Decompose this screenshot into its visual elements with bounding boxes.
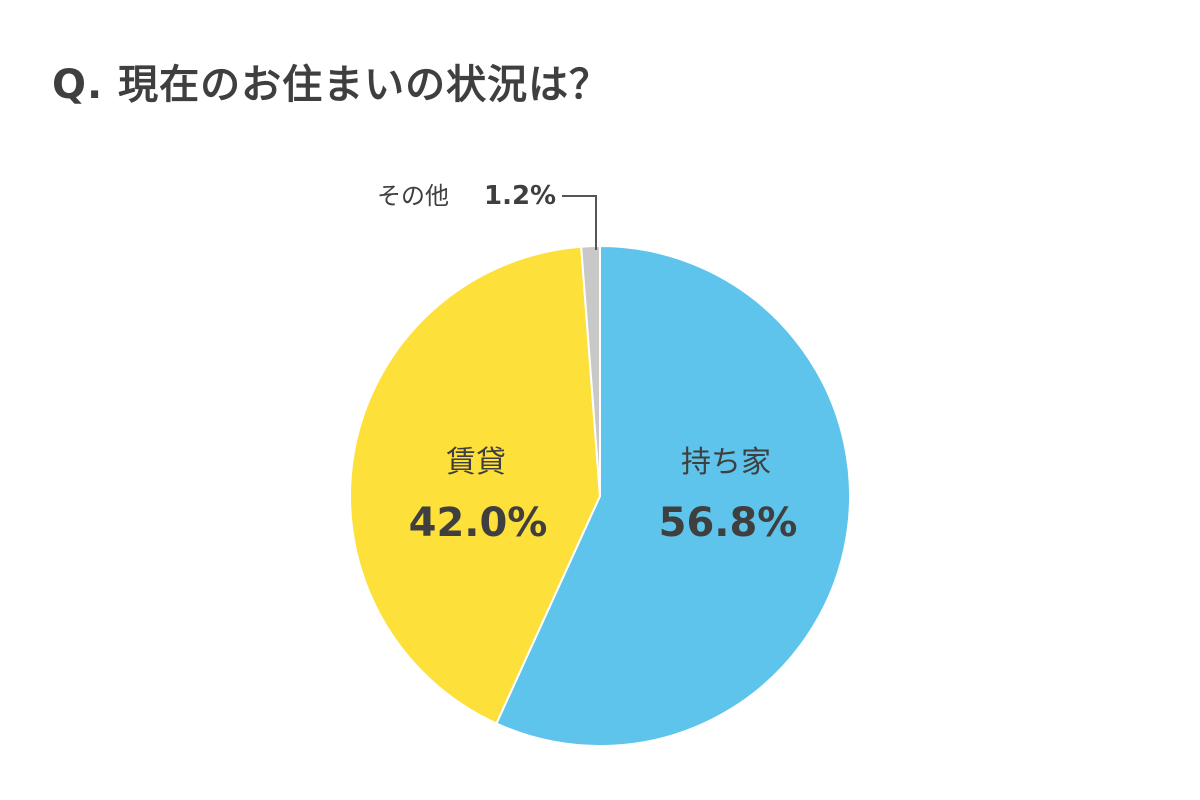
slice-value-chintai: 42.0% xyxy=(409,500,548,546)
slice-label-mochiie: 持ち家 xyxy=(681,445,771,480)
slice-label-chintai: 賃貸 xyxy=(446,445,506,480)
pie-slices xyxy=(350,246,850,746)
slice-label-other: その他 xyxy=(377,182,449,210)
slice-value-mochiie: 56.8% xyxy=(659,500,798,546)
other-leader-line xyxy=(562,196,596,250)
slice-value-other: 1.2% xyxy=(484,181,556,211)
